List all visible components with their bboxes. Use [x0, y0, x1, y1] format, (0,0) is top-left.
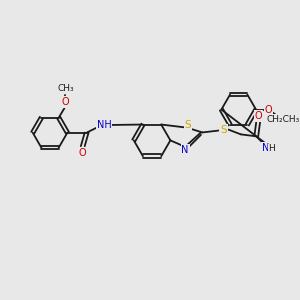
Text: S: S: [184, 120, 191, 130]
Text: NH: NH: [97, 120, 111, 130]
Text: N: N: [181, 145, 189, 155]
Text: N: N: [262, 143, 270, 153]
Text: S: S: [220, 124, 227, 135]
Text: O: O: [79, 148, 87, 158]
Text: CH₂CH₃: CH₂CH₃: [266, 115, 300, 124]
Text: O: O: [265, 105, 272, 115]
Text: H: H: [268, 144, 275, 153]
Text: O: O: [61, 97, 69, 107]
Text: CH₃: CH₃: [57, 84, 74, 93]
Text: O: O: [254, 111, 262, 121]
